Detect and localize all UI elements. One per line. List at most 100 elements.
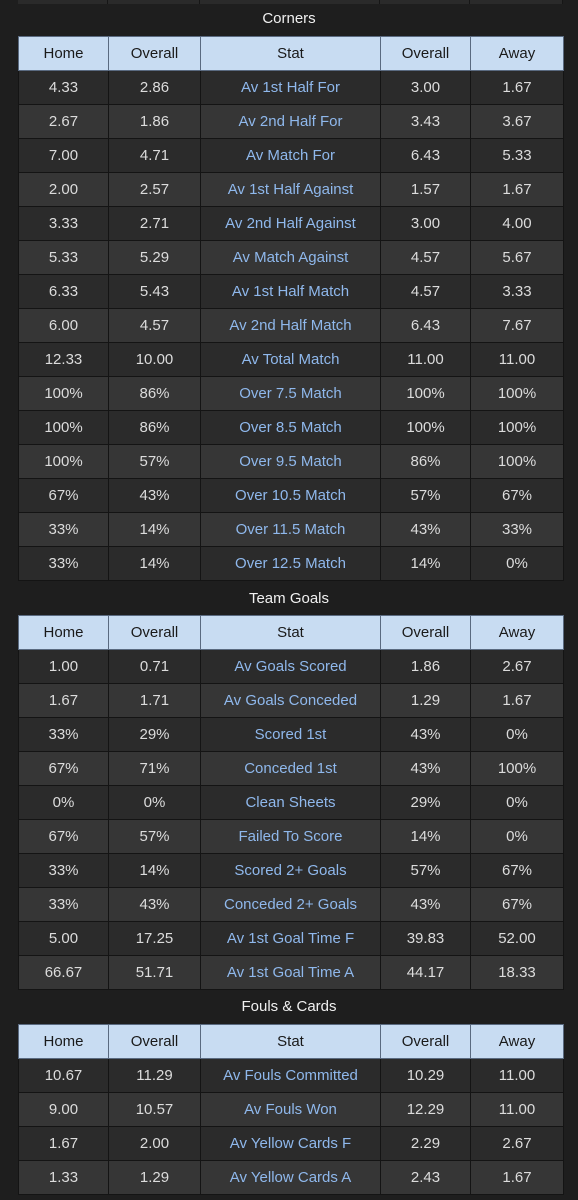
section-title-fouls-cards: Fouls & Cards bbox=[241, 998, 337, 1015]
away-cell: 33% bbox=[470, 512, 564, 547]
away-cell: 1.67 bbox=[470, 172, 564, 207]
stat-cell: Conceded 2+ Goals bbox=[200, 887, 381, 922]
table-row: 67% 71% Conceded 1st 43% 100% bbox=[18, 751, 564, 786]
overall-home-cell: 0% bbox=[108, 785, 201, 820]
home-cell: 100% bbox=[18, 444, 109, 479]
column-header-overall-home[interactable]: Overall bbox=[108, 1024, 201, 1059]
stats-table-fouls-cards: Home Overall Stat Overall Away 10.67 11.29 Av F… bbox=[18, 1024, 564, 1195]
overall-away-cell: 6.43 bbox=[380, 308, 471, 343]
home-cell: 6.33 bbox=[18, 274, 109, 309]
home-cell: 1.67 bbox=[18, 683, 109, 718]
overall-away-cell: 3.00 bbox=[380, 70, 471, 105]
home-cell: 66.67 bbox=[18, 955, 109, 990]
away-cell: 1.67 bbox=[470, 1160, 564, 1195]
column-header-stat[interactable]: Stat bbox=[200, 1024, 381, 1059]
away-cell: 5.67 bbox=[470, 240, 564, 275]
away-cell: 100% bbox=[470, 751, 564, 786]
table-row: 33% 14% Over 12.5 Match 14% 0% bbox=[18, 546, 564, 581]
table-row: 33% 29% Scored 1st 43% 0% bbox=[18, 717, 564, 752]
stat-cell: Av Fouls Won bbox=[200, 1092, 381, 1127]
table-row: 10.67 11.29 Av Fouls Committed 10.29 11.00 bbox=[18, 1058, 564, 1093]
away-cell: 3.33 bbox=[470, 274, 564, 309]
away-cell: 52.00 bbox=[470, 921, 564, 956]
overall-away-cell: 1.57 bbox=[380, 172, 471, 207]
stat-cell: Av Yellow Cards A bbox=[200, 1160, 381, 1195]
overall-away-cell: 57% bbox=[380, 853, 471, 888]
column-header-away[interactable]: Away bbox=[470, 615, 564, 650]
overall-home-cell: 17.25 bbox=[108, 921, 201, 956]
away-cell: 7.67 bbox=[470, 308, 564, 343]
column-header-overall-away[interactable]: Overall bbox=[380, 615, 471, 650]
overall-home-cell: 5.43 bbox=[108, 274, 201, 309]
column-header-away[interactable]: Away bbox=[470, 1024, 564, 1059]
overall-home-cell: 2.71 bbox=[108, 206, 201, 241]
stat-cell: Over 11.5 Match bbox=[200, 512, 381, 547]
overall-away-cell: 43% bbox=[380, 717, 471, 752]
overall-home-cell: 57% bbox=[108, 819, 201, 854]
away-cell: 67% bbox=[470, 478, 564, 513]
table-row: 6.00 4.57 Av 2nd Half Match 6.43 7.67 bbox=[18, 308, 564, 343]
stat-cell: Clean Sheets bbox=[200, 785, 381, 820]
stat-cell: Over 10.5 Match bbox=[200, 478, 381, 513]
table-row: 33% 43% Conceded 2+ Goals 43% 67% bbox=[18, 887, 564, 922]
table-row: 2.67 1.86 Av 2nd Half For 3.43 3.67 bbox=[18, 104, 564, 139]
home-cell: 67% bbox=[18, 478, 109, 513]
home-cell: 33% bbox=[18, 853, 109, 888]
overall-home-cell: 1.29 bbox=[108, 1160, 201, 1195]
table-row: 1.67 2.00 Av Yellow Cards F 2.29 2.67 bbox=[18, 1126, 564, 1161]
home-cell: 2.00 bbox=[18, 172, 109, 207]
home-cell: 4.33 bbox=[18, 70, 109, 105]
column-header-home[interactable]: Home bbox=[18, 615, 109, 650]
stat-cell: Over 9.5 Match bbox=[200, 444, 381, 479]
column-header-stat[interactable]: Stat bbox=[200, 615, 381, 650]
overall-away-cell: 10.29 bbox=[380, 1058, 471, 1093]
home-cell: 12.33 bbox=[18, 342, 109, 377]
overall-home-cell: 86% bbox=[108, 376, 201, 411]
overall-away-cell: 4.57 bbox=[380, 274, 471, 309]
column-header-overall-home[interactable]: Overall bbox=[108, 615, 201, 650]
table-row: 33% 14% Over 11.5 Match 43% 33% bbox=[18, 512, 564, 547]
away-cell: 18.33 bbox=[470, 955, 564, 990]
stat-cell: Av 1st Half For bbox=[200, 70, 381, 105]
away-cell: 100% bbox=[470, 410, 564, 445]
column-header-overall-away[interactable]: Overall bbox=[380, 1024, 471, 1059]
overall-away-cell: 2.43 bbox=[380, 1160, 471, 1195]
overall-home-cell: 51.71 bbox=[108, 955, 201, 990]
stat-cell: Over 8.5 Match bbox=[200, 410, 381, 445]
overall-away-cell: 3.43 bbox=[380, 104, 471, 139]
home-cell: 1.33 bbox=[18, 1160, 109, 1195]
home-cell: 1.67 bbox=[18, 1126, 109, 1161]
table-row: 4.33 2.86 Av 1st Half For 3.00 1.67 bbox=[18, 70, 564, 105]
overall-away-cell: 1.86 bbox=[380, 649, 471, 684]
column-header-overall-away[interactable]: Overall bbox=[380, 36, 471, 71]
overall-home-cell: 14% bbox=[108, 853, 201, 888]
home-cell: 33% bbox=[18, 512, 109, 547]
overall-home-cell: 86% bbox=[108, 410, 201, 445]
table-row: 2.00 2.57 Av 1st Half Against 1.57 1.67 bbox=[18, 172, 564, 207]
home-cell: 100% bbox=[18, 376, 109, 411]
home-cell: 2.67 bbox=[18, 104, 109, 139]
column-header-away[interactable]: Away bbox=[470, 36, 564, 71]
stat-cell: Conceded 1st bbox=[200, 751, 381, 786]
column-header-home[interactable]: Home bbox=[18, 36, 109, 71]
stats-table-team-goals: Home Overall Stat Overall Away 1.00 0.71 Av Goa… bbox=[18, 615, 564, 990]
away-cell: 67% bbox=[470, 887, 564, 922]
away-cell: 1.67 bbox=[470, 70, 564, 105]
overall-home-cell: 71% bbox=[108, 751, 201, 786]
overall-away-cell: 44.17 bbox=[380, 955, 471, 990]
overall-home-cell: 11.29 bbox=[108, 1058, 201, 1093]
column-header-stat[interactable]: Stat bbox=[200, 36, 381, 71]
overall-home-cell: 29% bbox=[108, 717, 201, 752]
overall-home-cell: 1.71 bbox=[108, 683, 201, 718]
overall-home-cell: 14% bbox=[108, 512, 201, 547]
away-cell: 0% bbox=[470, 819, 564, 854]
stat-cell: Scored 2+ Goals bbox=[200, 853, 381, 888]
stat-cell: Av Total Match bbox=[200, 342, 381, 377]
column-header-home[interactable]: Home bbox=[18, 1024, 109, 1059]
stat-cell: Av 2nd Half Match bbox=[200, 308, 381, 343]
column-header-overall-home[interactable]: Overall bbox=[108, 36, 201, 71]
away-cell: 2.67 bbox=[470, 649, 564, 684]
table-row: 1.00 0.71 Av Goals Scored 1.86 2.67 bbox=[18, 649, 564, 684]
table-row: 3.33 2.71 Av 2nd Half Against 3.00 4.00 bbox=[18, 206, 564, 241]
